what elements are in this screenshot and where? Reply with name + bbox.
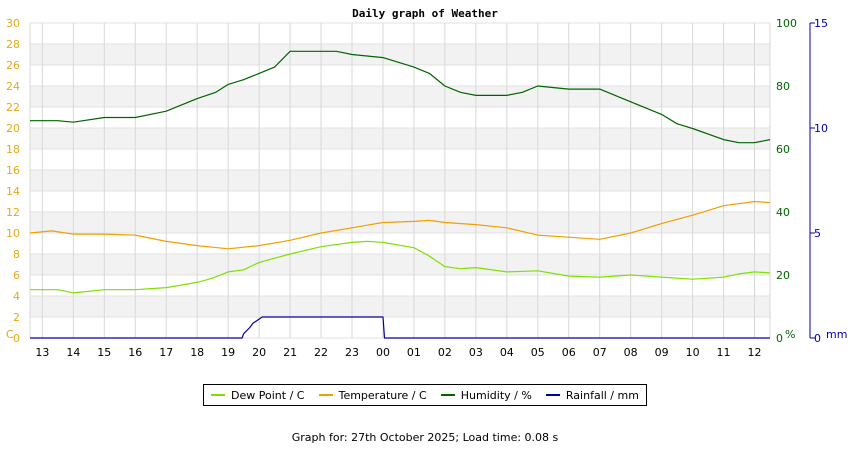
- x-tick-label: 15: [97, 346, 111, 359]
- series-line-temperature: [29, 200, 771, 250]
- x-tick-label: 03: [469, 346, 483, 359]
- plot-band: [30, 254, 770, 275]
- plot-band: [30, 275, 770, 296]
- x-tick-label: 16: [128, 346, 142, 359]
- humidity-tick-label: 60: [776, 143, 790, 156]
- left-tick-label: 8: [13, 248, 20, 261]
- humidity-axis-unit: %: [785, 328, 795, 341]
- x-tick-label: 21: [283, 346, 297, 359]
- plot-band: [30, 65, 770, 86]
- plot-band: [30, 86, 770, 107]
- x-tick-label: 22: [314, 346, 328, 359]
- x-tick-label: 07: [593, 346, 607, 359]
- legend-swatch: [545, 394, 560, 396]
- left-tick-label: 12: [6, 206, 20, 219]
- x-tick-label: 20: [252, 346, 266, 359]
- chart-legend: Dew Point / C Temperature / C Humidity /…: [203, 384, 647, 406]
- x-tick-label: 13: [35, 346, 49, 359]
- series-line-rainfall: [30, 316, 770, 339]
- x-axis-ticks: 13 14 15 16 17 18 19 20 21 22 23 00 01 02 03 04 05 06 07 08…: [35, 346, 761, 359]
- footer-text: Graph for: 27th October 2025; Load time:…: [291, 431, 559, 444]
- left-tick-label: 2: [13, 311, 20, 324]
- legend-swatch: [440, 394, 455, 396]
- x-tick-label: 02: [438, 346, 452, 359]
- plot-band: [30, 296, 770, 317]
- legend-label: Dew Point / C: [231, 388, 305, 402]
- plot-band: [30, 23, 770, 44]
- legend-swatch: [211, 394, 226, 396]
- x-tick-label: 23: [345, 346, 359, 359]
- legend-label: Rainfall / mm: [565, 388, 639, 402]
- x-tick-label: 06: [562, 346, 576, 359]
- legend-label: Temperature / C: [338, 388, 427, 402]
- rain-tick-label: 10: [814, 122, 828, 135]
- plot-bands: [30, 22, 770, 339]
- x-tick-label: 05: [531, 346, 545, 359]
- x-tick-label: 00: [376, 346, 390, 359]
- x-tick-label: 01: [407, 346, 421, 359]
- plot-band: [30, 191, 770, 212]
- legend-label: Humidity / %: [460, 388, 532, 402]
- plot-band: [30, 170, 770, 191]
- left-tick-label: 18: [6, 143, 20, 156]
- series-lines: [29, 50, 771, 339]
- left-axis-unit: C: [6, 328, 14, 341]
- rain-tick-label: 15: [814, 17, 828, 30]
- humidity-tick-label: 20: [776, 269, 790, 282]
- left-tick-label: 14: [6, 185, 20, 198]
- legend-item-rainfall: Rainfall / mm: [545, 388, 639, 402]
- humidity-tick-label: 0: [776, 332, 783, 345]
- left-tick-label: 30: [6, 17, 20, 30]
- weather-chart: Daily graph of Weather 24681012141618202…: [6, 7, 847, 359]
- legend-item-dew-point: Dew Point / C: [211, 389, 304, 402]
- x-tick-label: 12: [748, 346, 762, 359]
- plot-band: [30, 128, 770, 149]
- x-tick-label: 10: [686, 346, 700, 359]
- humidity-tick-label: 80: [776, 80, 790, 93]
- rain-tick-label: 0: [814, 332, 821, 345]
- x-tick-label: 18: [190, 346, 204, 359]
- left-tick-label: 26: [6, 59, 20, 72]
- x-tick-label: 11: [717, 346, 731, 359]
- x-tick-label: 17: [159, 346, 173, 359]
- x-tick-label: 04: [500, 346, 514, 359]
- vertical-gridlines: [29, 23, 771, 338]
- left-tick-label: 24: [6, 80, 20, 93]
- legend-item-temperature: Temperature / C: [318, 388, 427, 402]
- left-tick-label: 4: [13, 290, 20, 303]
- series-line-dew-point: [30, 240, 771, 294]
- rain-axis-unit: mm: [826, 328, 847, 341]
- plot-band: [30, 212, 770, 233]
- x-tick-label: 09: [655, 346, 669, 359]
- left-tick-label: 10: [6, 227, 20, 240]
- left-tick-label: 20: [6, 122, 20, 135]
- series-line-humidity: [30, 50, 771, 144]
- left-tick-label: 16: [6, 164, 20, 177]
- x-tick-label: 14: [66, 346, 80, 359]
- rain-axis-ticks: 0 5 10 15: [809, 17, 828, 345]
- legend-item-humidity: Humidity / %: [440, 388, 532, 402]
- plot-band: [30, 107, 770, 128]
- legend-swatch: [318, 394, 333, 396]
- left-tick-label: 6: [13, 269, 20, 282]
- plot-band: [30, 149, 770, 170]
- left-tick-label: 28: [6, 38, 20, 51]
- humidity-tick-label: 100: [776, 17, 797, 30]
- left-tick-label: 22: [6, 101, 20, 114]
- chart-title: Daily graph of Weather: [352, 7, 498, 20]
- x-tick-label: 08: [624, 346, 638, 359]
- plot-band: [30, 317, 770, 338]
- x-tick-label: 19: [221, 346, 235, 359]
- humidity-tick-label: 40: [776, 206, 790, 219]
- left-tick-label: 0: [13, 332, 20, 345]
- rain-tick-label: 5: [814, 227, 821, 240]
- humidity-axis-ticks: 20 40 60 80 100 0: [776, 17, 797, 345]
- plot-band: [30, 44, 770, 65]
